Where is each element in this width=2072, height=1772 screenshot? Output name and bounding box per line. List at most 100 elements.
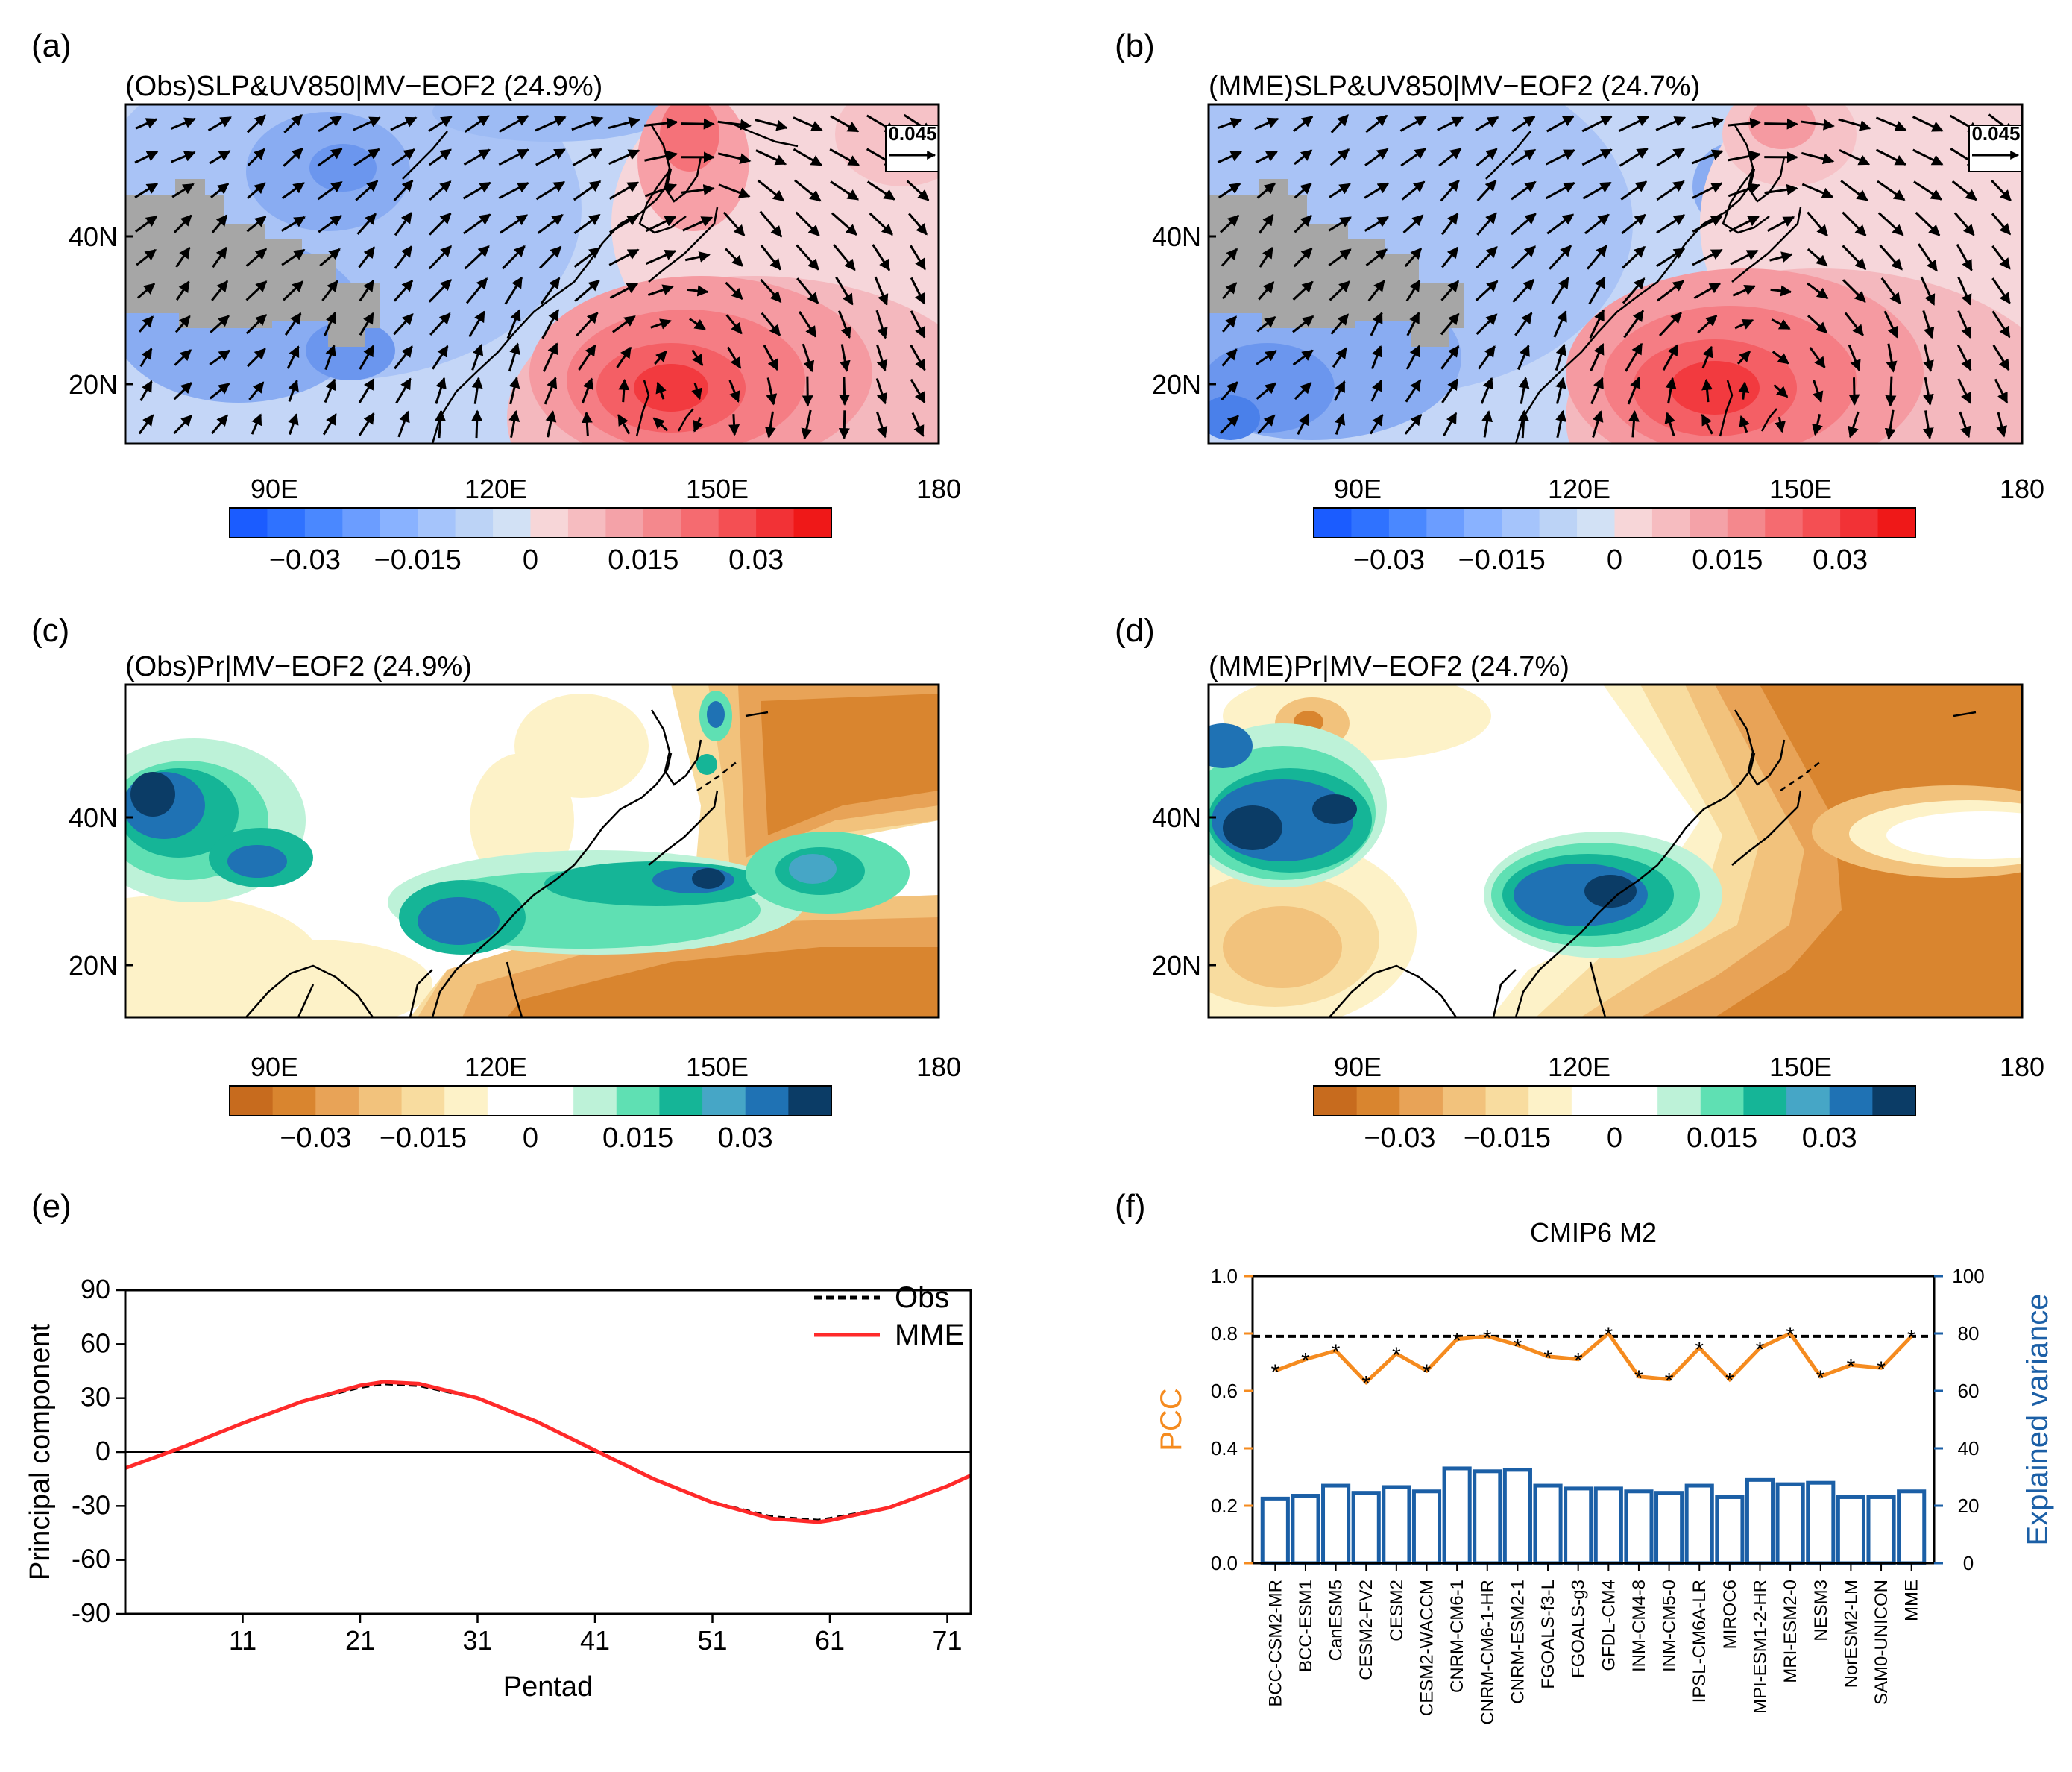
bar	[1745, 1477, 1775, 1565]
wind-arrow	[1956, 243, 1973, 271]
wind-arrow	[1512, 278, 1535, 303]
wind-arrow	[1399, 116, 1427, 132]
wind-arrow	[1221, 381, 1238, 401]
wind-arrow	[1994, 378, 2009, 404]
bar	[1260, 1496, 1290, 1565]
bar	[1836, 1495, 1865, 1565]
wind-arrow	[545, 410, 557, 438]
wind-arrow	[1511, 213, 1537, 236]
bar	[1593, 1486, 1623, 1565]
wind-arrow	[464, 115, 490, 133]
wind-arrow	[1258, 213, 1274, 234]
wind-arrow	[728, 380, 740, 403]
y2-axis-title: Explained variance	[2021, 1294, 2054, 1546]
wind-arrow	[1813, 380, 1824, 403]
wind-arrow	[644, 183, 678, 198]
wind-arrow	[830, 115, 860, 133]
category-label: CNRM-CM6-1	[1447, 1580, 1467, 1693]
wind-arrow	[321, 280, 338, 301]
colorbar-swatch	[1442, 1086, 1487, 1116]
wind-arrow	[324, 378, 336, 403]
wind-arrow	[139, 348, 153, 368]
wind-arrow	[578, 344, 596, 371]
wind-arrow	[911, 412, 925, 437]
colorbar-swatch	[1464, 508, 1502, 538]
wind-arrow	[1842, 245, 1867, 270]
wind-arrow	[798, 310, 817, 338]
category-label: MIROC6	[1720, 1580, 1740, 1649]
wind-arrow	[247, 148, 265, 166]
wind-arrow	[1402, 214, 1424, 234]
colorbar-swatch	[745, 1086, 789, 1116]
category-label: MME	[1902, 1580, 1922, 1621]
wind-arrow	[1848, 377, 1860, 406]
colorbar-label: −0.015	[1464, 1122, 1551, 1154]
wind-arrow	[1701, 345, 1713, 369]
wind-arrow	[655, 381, 667, 400]
lon-label-90e: 90E	[1334, 474, 1382, 504]
bar	[1533, 1483, 1563, 1565]
wind-arrow	[359, 345, 375, 370]
pcc-marker: *	[1483, 1326, 1492, 1351]
colorbar-label: 0	[1607, 1122, 1622, 1154]
legend-label: MME	[895, 1319, 964, 1351]
wind-arrow	[283, 280, 304, 301]
pcc-marker: *	[1786, 1323, 1795, 1348]
reference-vector-value-b: 0.045	[1971, 122, 2020, 145]
colorbar-swatch	[455, 508, 494, 538]
lon-label-90e: 90E	[1334, 1052, 1382, 1082]
wind-arrow	[1405, 280, 1421, 302]
panel-title-b: (MME)SLP&UV850|MV−EOF2 (24.7%)	[1209, 71, 1700, 102]
category-label: CanESM5	[1326, 1580, 1347, 1661]
panel-a: (a) (Obs)SLP&UV850|MV−EOF2 (24.9%)	[31, 28, 961, 576]
reference-vector-box-b	[1968, 125, 2023, 172]
wind-arrow	[1884, 409, 1896, 440]
wind-arrow	[608, 181, 640, 200]
category-label: CNRM-CM6-1-HR	[1478, 1580, 1498, 1725]
colorbar-swatch	[1877, 508, 1916, 538]
colorbar-swatch	[756, 508, 795, 538]
wind-arrow	[1621, 213, 1646, 234]
wind-arrow	[1692, 248, 1723, 266]
wind-arrow	[1697, 315, 1718, 334]
wind-arrow	[1555, 409, 1566, 439]
colorbar-swatch	[1657, 1086, 1701, 1116]
wind-arrow	[1991, 213, 2012, 236]
bar	[1654, 1491, 1684, 1565]
colorbar-label: −0.03	[269, 544, 341, 576]
wind-arrow	[1771, 318, 1791, 330]
wind-arrow	[1875, 116, 1907, 131]
lon-label-180: 180	[916, 474, 961, 504]
wind-arrow	[1586, 245, 1607, 270]
wind-arrow	[1775, 416, 1786, 433]
y-tick-label: 1.0	[1211, 1265, 1238, 1287]
wind-arrow	[608, 149, 640, 166]
wind-arrow	[652, 417, 669, 432]
wind-arrow	[910, 378, 926, 404]
wind-arrow	[1443, 412, 1458, 436]
pcc-marker: *	[1604, 1323, 1613, 1348]
wind-arrow	[1692, 182, 1723, 199]
wind-arrow	[281, 248, 306, 266]
panel-label-c: (c)	[31, 612, 69, 649]
wind-arrow	[1877, 180, 1906, 201]
wind-arrow	[134, 215, 158, 233]
colorbar-slp-a: −0.03 −0.015 0 0.015 0.03	[229, 507, 832, 576]
y-axis-title: Principal component	[25, 1323, 56, 1580]
wind-arrow	[1406, 312, 1420, 336]
wind-arrow	[1701, 413, 1713, 435]
wind-arrow	[794, 179, 822, 202]
wind-arrow	[1622, 245, 1646, 269]
pcc-marker: *	[1816, 1366, 1825, 1391]
wind-arrow	[1369, 414, 1384, 435]
wind-arrow	[1220, 215, 1240, 233]
wind-arrow	[691, 383, 702, 400]
colorbar-label: 0	[1607, 544, 1622, 576]
wind-arrow	[136, 283, 156, 299]
wind-arrow	[209, 150, 231, 165]
wind-arrow	[245, 248, 268, 267]
wind-arrow	[910, 245, 926, 271]
wind-arrow	[576, 312, 599, 337]
wind-arrow	[1367, 280, 1385, 302]
wind-arrow	[1840, 180, 1868, 201]
